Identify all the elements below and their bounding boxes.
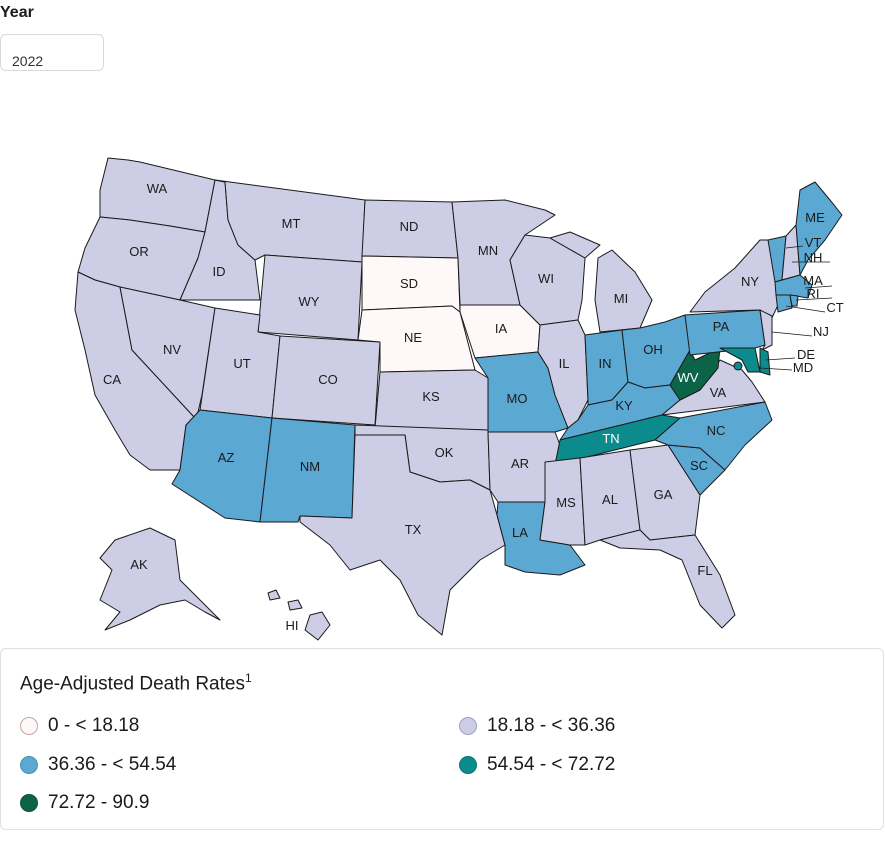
state-dc[interactable] — [733, 361, 743, 371]
state-label-oh: OH — [643, 342, 663, 357]
legend-item-label: 0 - < 18.18 — [48, 715, 140, 736]
state-label-ks: KS — [422, 389, 440, 404]
legend-item-label: 18.18 - < 36.36 — [487, 715, 616, 736]
legend-item-bin-0[interactable]: 0 - < 18.18 — [20, 715, 139, 737]
year-select[interactable]: 2022 — [0, 34, 104, 71]
legend-item-bin-2[interactable]: 36.36 - < 54.54 — [20, 754, 176, 776]
state-label-sc: SC — [690, 458, 708, 473]
state-ri[interactable] — [789, 294, 799, 307]
state-label-va: VA — [710, 385, 727, 400]
state-label-ny: NY — [741, 274, 759, 289]
state-label-ms: MS — [556, 495, 576, 510]
state-label-de: DE — [797, 347, 815, 362]
state-label-ia: IA — [495, 321, 508, 336]
state-nc[interactable] — [654, 401, 773, 471]
state-label-nd: ND — [400, 219, 419, 234]
state-label-wv: WV — [678, 370, 699, 385]
state-fl[interactable] — [599, 529, 736, 629]
state-tx[interactable] — [299, 434, 506, 636]
legend: Age-Adjusted Death Rates1 0 - < 18.18 18… — [0, 648, 884, 830]
state-label-ca: CA — [103, 372, 121, 387]
state-label-pa: PA — [713, 319, 730, 334]
state-nj[interactable] — [759, 309, 773, 351]
state-label-mt: MT — [282, 216, 301, 231]
state-label-ma: MA — [803, 273, 823, 288]
legend-swatch-icon — [459, 756, 477, 774]
state-label-wi: WI — [538, 271, 554, 286]
state-label-tx: TX — [405, 522, 422, 537]
state-label-or: OR — [129, 244, 149, 259]
state-label-nj: NJ — [813, 324, 829, 339]
state-nv[interactable] — [119, 286, 216, 419]
legend-swatch-icon — [20, 756, 38, 774]
legend-title: Age-Adjusted Death Rates1 — [20, 671, 252, 695]
state-label-wy: WY — [299, 294, 320, 309]
state-label-in: IN — [599, 356, 612, 371]
state-me[interactable] — [795, 181, 843, 276]
legend-footnote-marker: 1 — [244, 671, 252, 685]
state-mi[interactable] — [549, 231, 653, 333]
legend-item-bin-3[interactable]: 54.54 - < 72.72 — [459, 754, 615, 776]
state-label-nm: NM — [300, 459, 320, 474]
state-label-nh: NH — [804, 250, 823, 265]
state-label-ut: UT — [233, 356, 250, 371]
state-wi[interactable] — [509, 234, 586, 326]
state-label-ri: RI — [807, 286, 820, 301]
state-ct[interactable] — [775, 294, 793, 313]
state-ny[interactable] — [689, 239, 779, 323]
legend-item-bin-1[interactable]: 18.18 - < 36.36 — [459, 715, 615, 737]
state-hi[interactable] — [267, 589, 331, 641]
state-label-ga: GA — [654, 487, 673, 502]
state-de[interactable] — [759, 347, 771, 376]
state-label-vt: VT — [805, 235, 822, 250]
state-label-fl: FL — [697, 563, 712, 578]
state-label-al: AL — [602, 492, 618, 507]
us-choropleth-map: WA OR CA ID NV MT WY UT AZ CO NM ND SD NE KS OK TX MN IA MO… — [74, 157, 844, 641]
legend-swatch-icon — [459, 717, 477, 735]
legend-swatch-icon — [20, 794, 38, 812]
state-label-ky: KY — [615, 398, 633, 413]
state-label-sd: SD — [400, 276, 418, 291]
state-label-ct: CT — [826, 300, 843, 315]
state-label-ar: AR — [511, 456, 529, 471]
state-label-id: ID — [213, 264, 226, 279]
legend-item-label: 72.72 - 90.9 — [48, 792, 150, 813]
legend-swatch-icon — [20, 717, 38, 735]
state-label-nv: NV — [163, 342, 181, 357]
state-label-tn: TN — [602, 431, 619, 446]
state-ak[interactable] — [99, 527, 221, 631]
legend-item-bin-4[interactable]: 72.72 - 90.9 — [20, 792, 149, 814]
state-label-mn: MN — [478, 243, 498, 258]
state-md[interactable] — [719, 347, 761, 373]
state-label-co: CO — [318, 372, 338, 387]
state-label-nc: NC — [707, 423, 726, 438]
state-label-ok: OK — [435, 445, 454, 460]
state-label-mi: MI — [614, 291, 628, 306]
state-label-az: AZ — [218, 450, 235, 465]
state-label-me: ME — [805, 210, 825, 225]
state-label-la: LA — [512, 525, 528, 540]
state-label-hi: HI — [286, 618, 299, 633]
state-label-ne: NE — [404, 330, 422, 345]
legend-item-label: 54.54 - < 72.72 — [487, 754, 616, 775]
state-az[interactable] — [171, 409, 273, 523]
state-label-mo: MO — [507, 391, 528, 406]
state-label-md: MD — [793, 360, 813, 375]
state-label-wa: WA — [147, 181, 168, 196]
state-label-il: IL — [559, 356, 570, 371]
state-label-ak: AK — [130, 557, 148, 572]
year-filter-label: Year — [0, 4, 34, 21]
legend-item-label: 36.36 - < 54.54 — [48, 754, 177, 775]
